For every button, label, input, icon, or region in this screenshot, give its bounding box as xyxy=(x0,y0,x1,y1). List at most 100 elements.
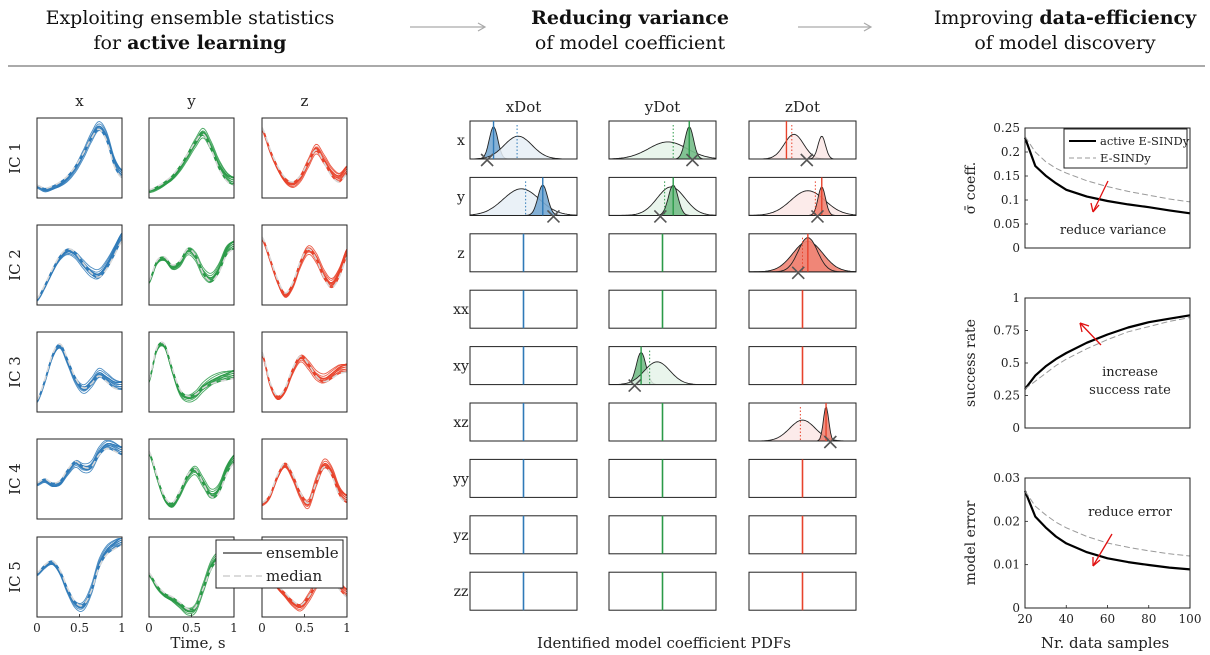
success-rate-plot: 0 0.25 0.5 0.75 1 success rate increase success… xyxy=(963,291,1191,435)
metric-y-tick-label: 0 xyxy=(1012,601,1020,615)
pdf-density-narrow xyxy=(470,184,577,216)
ensemble-trajectory xyxy=(261,458,348,507)
ensemble-x-label: Time, s xyxy=(170,634,225,652)
increase-success-arrow xyxy=(1079,322,1102,346)
metrics-panel: 0 0.05 0.1 0.15 0.2 0.25 σ̄ coeff. active E-SIN… xyxy=(963,121,1201,652)
metric-y-tick-label: 0.25 xyxy=(993,121,1020,135)
header-reducing: Reducing variance of model coefficient xyxy=(500,6,760,56)
ensemble-x-tick-label: 0 xyxy=(258,621,266,635)
pdf-col-label-yDot: yDot xyxy=(644,98,681,116)
ensemble-row-label: IC 1 xyxy=(6,142,24,174)
ensemble-trajectory xyxy=(148,132,235,192)
ensemble-trajectory xyxy=(148,131,235,192)
pdf-selected-sample-cross xyxy=(685,153,700,167)
header-exploiting: Exploiting ensemble statistics for activ… xyxy=(10,6,370,56)
ensemble-trajectory xyxy=(148,134,235,191)
ensemble-trajectory xyxy=(148,342,235,396)
ensemble-trajectory xyxy=(148,241,235,285)
pdf-cell xyxy=(608,176,717,223)
metric-y-tick-label: 1 xyxy=(1012,291,1020,305)
ensemble-trajectory xyxy=(36,346,122,401)
ensemble-median-curve xyxy=(148,560,235,611)
pdf-grid xyxy=(469,120,857,611)
metric-legend: active E-SINDy E-SINDy xyxy=(1063,128,1190,169)
metric-legend-box xyxy=(1063,128,1188,169)
ensemble-median-curve xyxy=(36,240,123,300)
ensemble-trajectory xyxy=(36,544,123,606)
ensemble-trajectory xyxy=(148,134,235,191)
series-esindy xyxy=(1024,317,1191,390)
ensemble-trajectory xyxy=(261,239,348,297)
ensemble-subplot xyxy=(36,536,123,618)
legend-active-esindy-label: active E-SINDy xyxy=(1100,134,1190,148)
metric-axes-box xyxy=(1024,127,1191,249)
header-improving-pre: Improving xyxy=(933,7,1040,29)
pdf-cell xyxy=(608,402,717,442)
metric-x-tick-label: 100 xyxy=(1179,612,1202,626)
reduce-error-arrowhead xyxy=(1092,557,1101,567)
ensemble-trajectory xyxy=(36,539,123,609)
reduce-variance-arrowhead xyxy=(1090,202,1100,213)
ensemble-median-curve xyxy=(148,247,235,282)
ensemble-trajectory xyxy=(261,237,348,297)
pdf-row-label-xz: xz xyxy=(453,415,468,431)
ensemble-trajectory xyxy=(36,121,123,193)
ensemble-subplot xyxy=(261,438,348,520)
header-arrow-1-head xyxy=(477,22,487,32)
ensemble-median-curve xyxy=(261,351,348,397)
ensemble-x-tick-label: 1 xyxy=(343,621,351,635)
series-active-esindy xyxy=(1023,137,1191,215)
pdf-cell xyxy=(748,120,857,167)
ensemble-trajectory xyxy=(261,238,348,297)
ensemble-subplot xyxy=(261,224,348,306)
ensemble-trajectory xyxy=(36,237,123,300)
ensemble-trajectory xyxy=(36,346,123,404)
pdf-cell xyxy=(748,571,857,611)
ensemble-col-label-z: z xyxy=(301,92,309,110)
metric-x-label: Nr. data samples xyxy=(1041,634,1169,652)
metric-y-tick-label: 0.03 xyxy=(993,471,1020,485)
ensemble-col-label-y: y xyxy=(186,92,196,110)
ensemble-trajectory xyxy=(148,131,235,192)
ensemble-axes-box xyxy=(36,117,123,199)
metric-y-label: success rate xyxy=(963,319,979,407)
ensemble-trajectory xyxy=(36,125,123,192)
ensemble-axes-box xyxy=(261,224,348,306)
increase-success-annotation-line2: success rate xyxy=(1089,383,1171,398)
ensemble-median-curve xyxy=(36,343,123,401)
ensemble-trajectory xyxy=(261,237,348,298)
pdf-cell xyxy=(469,346,578,386)
ensemble-subplot xyxy=(148,224,235,306)
pdf-cell xyxy=(608,289,717,329)
pdf-density-narrow xyxy=(609,184,716,216)
ensemble-x-tick-label: 0 xyxy=(145,621,153,635)
ensemble-x-tick-label: 0.5 xyxy=(295,621,314,635)
ensemble-trajectory xyxy=(148,134,235,191)
increase-success-annotation-line1: increase xyxy=(1102,365,1158,380)
ensemble-trajectory xyxy=(36,343,123,401)
ensemble-axes-box xyxy=(148,438,235,520)
ensemble-trajectory xyxy=(36,345,123,402)
ensemble-subplot xyxy=(148,117,235,199)
ensemble-trajectory xyxy=(148,345,235,396)
ensemble-median-curve xyxy=(148,341,235,397)
ensemble-median-curve xyxy=(36,447,123,484)
ensemble-legend-label: ensemble xyxy=(266,544,339,562)
ensemble-subplot xyxy=(36,331,123,413)
pdf-cell xyxy=(608,458,717,498)
metric-y-label: model error xyxy=(963,500,979,585)
ensemble-trajectory xyxy=(261,238,348,297)
ensemble-x-tick-label: 0.5 xyxy=(182,621,201,635)
ensemble-legend: ensemble median xyxy=(215,539,344,589)
reduce-variance-arrow xyxy=(1092,180,1109,213)
ensemble-trajectory xyxy=(36,235,123,301)
pdf-column-labels: xDot yDot zDot xyxy=(506,98,820,116)
pdf-cell xyxy=(748,346,857,386)
ensemble-trajectory xyxy=(148,241,235,283)
pdf-row-label-x: x xyxy=(457,133,465,149)
pdf-selected-sample-cross xyxy=(800,153,814,167)
ensemble-trajectory xyxy=(36,237,123,299)
metric-x-tick-label: 20 xyxy=(1017,612,1032,626)
ensemble-trajectory xyxy=(261,127,348,186)
ensemble-legend-box xyxy=(215,539,344,589)
